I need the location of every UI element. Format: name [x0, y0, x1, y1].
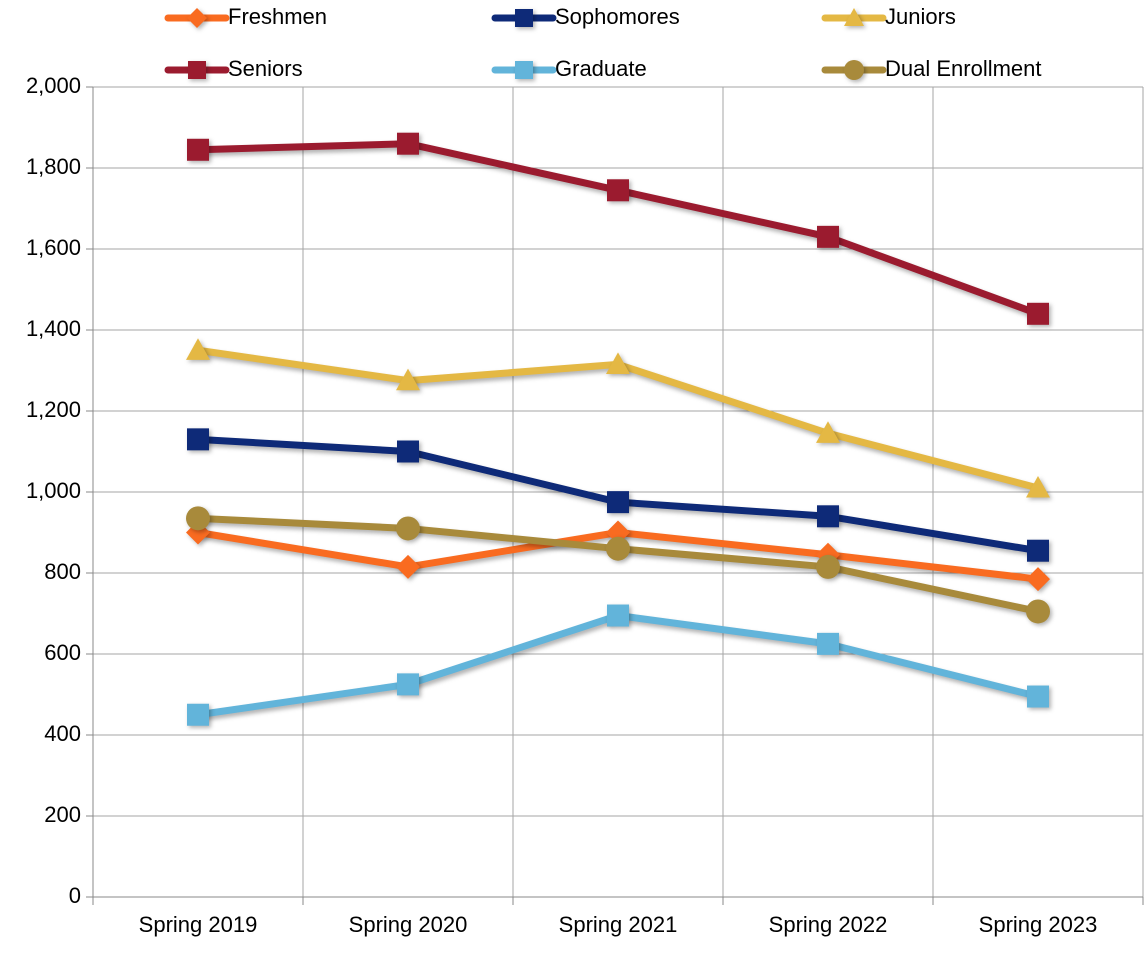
x-tick-label: Spring 2019	[139, 912, 258, 937]
legend-marker	[187, 8, 207, 28]
data-point	[187, 428, 209, 451]
data-point	[817, 225, 839, 248]
data-point	[1027, 302, 1049, 325]
data-point	[1027, 685, 1049, 708]
data-point	[816, 421, 840, 443]
y-tick-label: 0	[69, 883, 81, 908]
data-point	[396, 516, 420, 541]
data-point	[397, 673, 419, 696]
legend-label: Freshmen	[228, 4, 327, 29]
legend-label: Juniors	[885, 4, 956, 29]
legend-label: Graduate	[555, 56, 647, 81]
y-tick-label: 1,400	[26, 316, 81, 341]
y-tick-label: 2,000	[26, 73, 81, 98]
legend-marker	[515, 9, 533, 27]
data-point	[817, 632, 839, 655]
data-point	[607, 179, 629, 202]
data-point	[817, 505, 839, 528]
data-point	[606, 536, 630, 561]
data-point	[186, 338, 210, 360]
x-tick-label: Spring 2022	[769, 912, 888, 937]
y-tick-label: 1,600	[26, 235, 81, 260]
data-point	[397, 132, 419, 155]
y-tick-label: 800	[44, 559, 81, 584]
data-point	[1026, 599, 1050, 624]
legend-label: Seniors	[228, 56, 303, 81]
data-point	[607, 604, 629, 627]
legend-label: Dual Enrollment	[885, 56, 1042, 81]
series-line	[194, 140, 1042, 318]
y-tick-label: 200	[44, 802, 81, 827]
y-tick-label: 1,800	[26, 154, 81, 179]
x-tick-label: Spring 2020	[349, 912, 468, 937]
y-tick-label: 1,000	[26, 478, 81, 503]
legend-marker	[188, 61, 206, 79]
data-point	[186, 506, 210, 531]
legend-marker	[844, 60, 864, 80]
data-point	[816, 554, 840, 579]
x-tick-label: Spring 2023	[979, 912, 1098, 937]
series-line	[194, 612, 1042, 719]
data-point	[396, 554, 420, 579]
x-tick-label: Spring 2021	[559, 912, 678, 937]
y-tick-label: 1,200	[26, 397, 81, 422]
data-point	[396, 368, 420, 391]
data-point	[607, 491, 629, 514]
data-point	[606, 352, 630, 375]
y-tick-label: 400	[44, 721, 81, 746]
legend-marker	[515, 61, 533, 79]
legend-marker	[844, 8, 864, 26]
data-point	[1026, 567, 1050, 592]
data-point	[187, 703, 209, 726]
legend-label: Sophomores	[555, 4, 680, 29]
data-point	[1026, 475, 1050, 498]
data-point	[187, 138, 209, 161]
data-point	[397, 440, 419, 463]
y-tick-label: 600	[44, 640, 81, 665]
data-point	[1027, 539, 1049, 562]
